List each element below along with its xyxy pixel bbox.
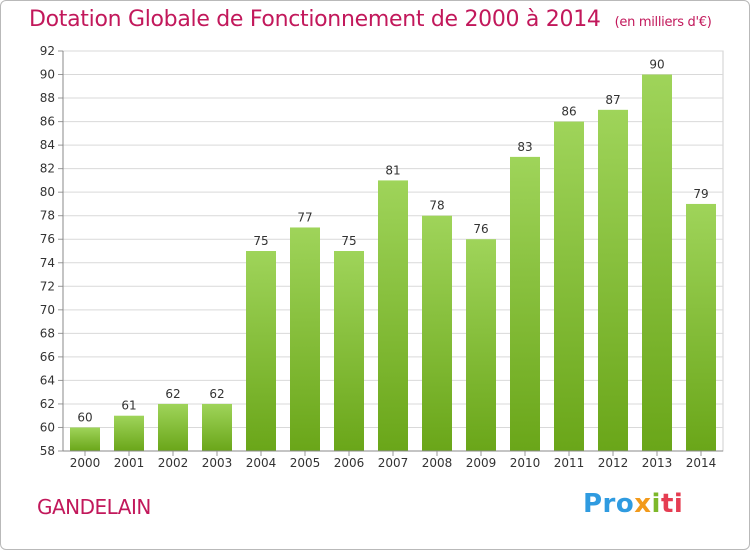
y-tick-label: 68 xyxy=(40,326,55,340)
bar xyxy=(334,251,364,451)
x-tick-label: 2010 xyxy=(510,456,541,470)
bar-value-label: 60 xyxy=(77,410,92,424)
bar xyxy=(114,415,144,451)
logo-part-1: Pro xyxy=(583,489,635,519)
y-tick-label: 58 xyxy=(40,444,55,458)
y-tick-label: 66 xyxy=(40,350,55,364)
bar xyxy=(554,121,584,452)
y-tick-label: 72 xyxy=(40,279,55,293)
y-tick-label: 70 xyxy=(40,303,55,317)
bar-value-label: 83 xyxy=(517,140,532,154)
bar-value-label: 76 xyxy=(473,222,488,236)
x-tick-label: 2014 xyxy=(686,456,717,470)
y-tick-label: 86 xyxy=(40,115,55,129)
bar-value-label: 77 xyxy=(297,210,312,224)
bar-value-label: 62 xyxy=(209,387,224,401)
y-tick-label: 78 xyxy=(40,209,55,223)
bar xyxy=(158,403,188,451)
logo-part-4: ti xyxy=(660,489,684,519)
x-tick-label: 2000 xyxy=(70,456,101,470)
x-tick-label: 2007 xyxy=(378,456,409,470)
x-tick-label: 2009 xyxy=(466,456,497,470)
bar-value-label: 62 xyxy=(165,387,180,401)
x-tick-label: 2001 xyxy=(114,456,145,470)
bar-value-label: 75 xyxy=(341,234,356,248)
bar xyxy=(686,203,716,451)
bar-value-label: 79 xyxy=(693,187,708,201)
bar xyxy=(598,109,628,451)
x-tick-label: 2011 xyxy=(554,456,585,470)
bar-value-label: 75 xyxy=(253,234,268,248)
commune-name: GANDELAIN xyxy=(37,495,151,519)
bar xyxy=(422,215,452,451)
y-tick-label: 76 xyxy=(40,232,55,246)
x-tick-label: 2004 xyxy=(246,456,277,470)
y-tick-label: 64 xyxy=(40,373,55,387)
y-tick-label: 82 xyxy=(40,162,55,176)
x-tick-label: 2005 xyxy=(290,456,321,470)
bar-value-label: 87 xyxy=(605,93,620,107)
logo-part-2: x xyxy=(634,489,652,519)
bar-value-label: 81 xyxy=(385,163,400,177)
x-tick-label: 2002 xyxy=(158,456,189,470)
y-tick-label: 92 xyxy=(40,44,55,58)
y-tick-label: 60 xyxy=(40,420,55,434)
bar xyxy=(642,74,672,451)
logo-part-3: i xyxy=(651,489,661,519)
y-tick-label: 74 xyxy=(40,256,55,270)
y-tick-label: 62 xyxy=(40,397,55,411)
bar xyxy=(246,251,276,451)
bar xyxy=(70,427,100,451)
x-tick-label: 2006 xyxy=(334,456,365,470)
chart-title-text: Dotation Globale de Fonctionnement de 20… xyxy=(29,7,601,32)
x-tick-label: 2003 xyxy=(202,456,233,470)
bar xyxy=(202,403,232,451)
bar xyxy=(290,227,320,451)
x-tick-label: 2008 xyxy=(422,456,453,470)
bar-value-label: 86 xyxy=(561,105,576,119)
bar xyxy=(510,156,540,451)
x-tick-label: 2012 xyxy=(598,456,629,470)
bar-value-label: 90 xyxy=(649,58,664,72)
chart-title: Dotation Globale de Fonctionnement de 20… xyxy=(29,7,712,32)
bar xyxy=(466,239,496,451)
y-tick-label: 80 xyxy=(40,185,55,199)
y-tick-label: 88 xyxy=(40,91,55,105)
y-tick-label: 84 xyxy=(40,138,55,152)
x-tick-label: 2013 xyxy=(642,456,673,470)
bar xyxy=(378,180,408,452)
bar-value-label: 78 xyxy=(429,199,444,213)
bar-value-label: 61 xyxy=(121,399,136,413)
chart-subtitle: (en milliers d'€) xyxy=(614,15,712,30)
y-tick-label: 90 xyxy=(40,68,55,82)
proxiti-logo: Proxiti xyxy=(583,489,683,519)
